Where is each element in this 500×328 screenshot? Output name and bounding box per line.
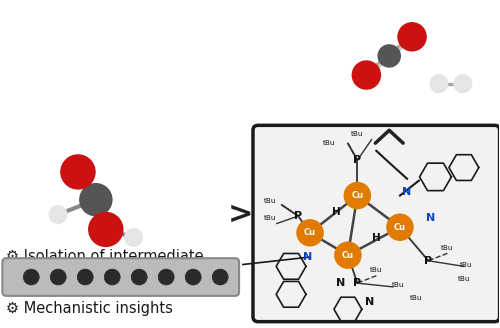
Circle shape: [297, 220, 323, 246]
Circle shape: [387, 214, 413, 240]
Text: Cu: Cu: [352, 191, 364, 200]
Circle shape: [124, 228, 142, 246]
Circle shape: [158, 269, 174, 285]
Text: tBu: tBu: [460, 261, 472, 268]
Text: P: P: [354, 155, 362, 165]
Text: N: N: [402, 187, 411, 197]
Text: N: N: [364, 297, 374, 307]
Text: tBu: tBu: [264, 198, 276, 204]
Text: H: H: [372, 234, 380, 243]
Text: Cu: Cu: [394, 223, 406, 232]
Circle shape: [50, 269, 66, 285]
Circle shape: [344, 183, 370, 208]
Text: Cu: Cu: [342, 251, 354, 260]
FancyBboxPatch shape: [2, 258, 239, 296]
Text: P: P: [354, 278, 362, 288]
Circle shape: [49, 206, 67, 223]
Text: P: P: [294, 211, 302, 221]
Circle shape: [398, 23, 426, 51]
Circle shape: [430, 75, 448, 92]
Text: Cu: Cu: [304, 228, 316, 237]
Circle shape: [335, 242, 361, 268]
Circle shape: [78, 269, 93, 285]
Text: tBu: tBu: [441, 245, 454, 251]
Text: tBu: tBu: [322, 140, 335, 146]
Circle shape: [104, 269, 120, 285]
Text: ⚙ Kinetics: ⚙ Kinetics: [6, 275, 82, 290]
FancyBboxPatch shape: [253, 125, 500, 322]
Text: tBu: tBu: [392, 282, 404, 288]
Text: ⚙ Isolation of intermediate: ⚙ Isolation of intermediate: [6, 249, 204, 264]
Text: tBu: tBu: [370, 267, 382, 273]
Circle shape: [185, 269, 201, 285]
Circle shape: [352, 61, 380, 89]
Circle shape: [80, 184, 112, 215]
Text: N: N: [426, 213, 436, 223]
Circle shape: [131, 269, 147, 285]
Text: >: >: [228, 200, 253, 229]
Text: tBu: tBu: [264, 215, 276, 221]
Circle shape: [89, 213, 122, 246]
Text: N: N: [303, 252, 312, 262]
Circle shape: [24, 269, 39, 285]
Circle shape: [212, 269, 228, 285]
Text: ⚙ Mechanistic insights: ⚙ Mechanistic insights: [6, 301, 173, 316]
Circle shape: [61, 155, 95, 189]
Text: H: H: [332, 207, 340, 217]
Text: tBu: tBu: [458, 277, 470, 282]
Text: P: P: [424, 256, 432, 266]
Text: tBu: tBu: [410, 295, 423, 301]
Text: tBu: tBu: [351, 131, 364, 137]
Circle shape: [454, 75, 472, 92]
Circle shape: [378, 45, 400, 67]
Text: N: N: [336, 278, 345, 288]
